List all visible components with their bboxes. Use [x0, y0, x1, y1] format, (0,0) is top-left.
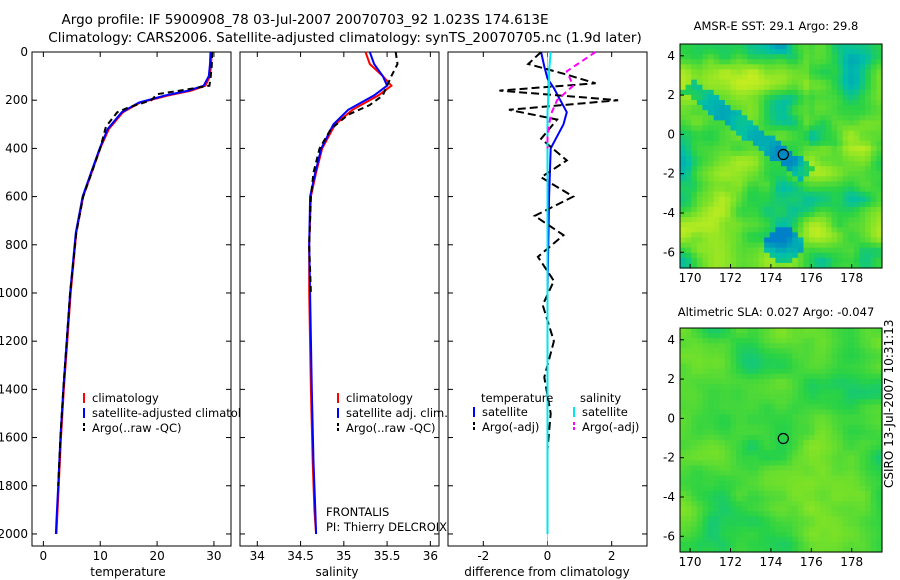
legend-diff-1: Argo(-adj) — [482, 420, 539, 434]
map-x-tick-label: 172 — [719, 555, 742, 569]
x-tick-label: 36 — [423, 549, 438, 563]
map-y-tick-label: 0 — [667, 411, 675, 425]
creation-stamp: CSIRO 13-Jul-2007 10:31:13 — [882, 320, 896, 488]
map-x-tick-label: 174 — [759, 555, 782, 569]
project-name: FRONTALIS — [326, 505, 389, 519]
y-tick-label: 200 — [5, 93, 28, 107]
map-y-tick-label: 2 — [667, 372, 675, 386]
y-tick-label: 0 — [20, 45, 28, 59]
map-y-tick-label: -6 — [663, 245, 675, 259]
difference-xlabel: difference from climatology — [464, 565, 630, 579]
legend-sal-2: Argo(..raw -QC) — [346, 421, 436, 435]
salinity-panel: 34 34.5 35 35.5 36 salinity climatologysatel… — [239, 51, 448, 579]
y-tick-label: 800 — [5, 238, 28, 252]
salinity-plot-frame — [239, 51, 440, 547]
map-y-tick-label: 4 — [667, 333, 675, 347]
map-x-tick-label: 170 — [679, 271, 702, 285]
temperature-panel: 0 10 20 30 0 200 400 600 800 1000 1200 1400 1600 1800… — [0, 45, 262, 579]
legend-diff-2: satellite — [582, 405, 628, 419]
legend-diff-3: Argo(-adj) — [582, 420, 639, 434]
legend-temp-0: climatology — [92, 391, 159, 405]
temperature-plot-frame — [31, 51, 232, 547]
salinity-xlabel: salinity — [315, 565, 358, 579]
legend-diff-0: satellite — [482, 405, 528, 419]
x-tick-label: 20 — [149, 549, 164, 563]
y-tick-label: 600 — [5, 190, 28, 204]
series-line-satellite-adj-clim- — [308, 51, 389, 535]
x-tick-label: 0 — [40, 549, 48, 563]
map-y-tick-label: -2 — [663, 451, 675, 465]
map-y-tick-label: -6 — [663, 529, 675, 543]
temperature-xlabel: temperature — [90, 565, 165, 579]
y-tick-label: 1400 — [0, 382, 28, 396]
map-x-tick-label: 178 — [840, 555, 863, 569]
legend-sal-0: climatology — [346, 391, 413, 405]
figure-title-line2: Climatology: CARS2006. Satellite-adjuste… — [48, 30, 641, 46]
legend-temp-2: Argo(..raw -QC) — [92, 421, 182, 435]
figure-title-line1: Argo profile: IF 5900908_78 03-Jul-2007 … — [62, 12, 549, 28]
x-tick-label: 10 — [93, 549, 108, 563]
x-tick-label: 30 — [206, 549, 221, 563]
series-line-temperature-satellite — [540, 51, 568, 534]
map-x-tick-label: 176 — [800, 271, 823, 285]
x-tick-label: 35.5 — [374, 549, 401, 563]
legend-temperature-heading: temperature — [481, 391, 553, 405]
argo-float-marker — [777, 148, 789, 161]
sla-map: Altimetric SLA: 0.027 Argo: -0.047 170 17… — [663, 305, 883, 569]
map-y-tick-label: 4 — [667, 49, 675, 63]
legend-sal-1: satellite adj. clim. — [346, 406, 448, 420]
y-tick-label: 2000 — [0, 527, 28, 541]
map-y-tick-label: -2 — [663, 167, 675, 181]
map-x-tick-label: 170 — [679, 555, 702, 569]
map-x-tick-label: 176 — [800, 555, 823, 569]
map-x-tick-label: 174 — [759, 271, 782, 285]
y-tick-label: 1600 — [0, 431, 28, 445]
x-tick-label: 2 — [608, 549, 616, 563]
series-line-argo-raw-qc- — [57, 51, 214, 486]
map-x-tick-label: 178 — [840, 271, 863, 285]
x-tick-label: 35 — [336, 549, 351, 563]
map-frame — [679, 327, 883, 553]
sst-map-title: AMSR-E SST: 29.1 Argo: 29.8 — [694, 19, 859, 33]
x-tick-label: 34.5 — [287, 549, 314, 563]
y-tick-label: 400 — [5, 141, 28, 155]
map-y-tick-label: -4 — [663, 490, 675, 504]
legend-salinity-heading: salinity — [580, 391, 621, 405]
sla-map-title: Altimetric SLA: 0.027 Argo: -0.047 — [678, 305, 875, 319]
x-tick-label: 34 — [250, 549, 265, 563]
y-tick-label: 1200 — [0, 334, 28, 348]
sst-map: AMSR-E SST: 29.1 Argo: 29.8 170 172 174 176… — [663, 19, 883, 285]
map-y-tick-label: 0 — [667, 127, 675, 141]
x-tick-label: -2 — [477, 549, 489, 563]
y-tick-label: 1800 — [0, 479, 28, 493]
map-frame — [679, 43, 883, 269]
principal-investigator: PI: Thierry DELCROIX — [326, 520, 447, 534]
map-y-tick-label: -4 — [663, 206, 675, 220]
argo-float-marker — [777, 432, 789, 445]
map-x-tick-label: 172 — [719, 271, 742, 285]
series-line-salinity-argo-adj- — [546, 51, 597, 149]
y-tick-label: 1000 — [0, 286, 28, 300]
x-tick-label: 0 — [544, 549, 552, 563]
legend-temp-1: satellite-adjusted climatology — [92, 406, 262, 420]
series-line-argo-raw-qc- — [308, 51, 399, 294]
map-y-tick-label: 2 — [667, 88, 675, 102]
difference-panel: -2 0 2 difference from climatology tempera… — [447, 51, 648, 579]
series-line-temperature-argo-adj- — [499, 51, 619, 450]
